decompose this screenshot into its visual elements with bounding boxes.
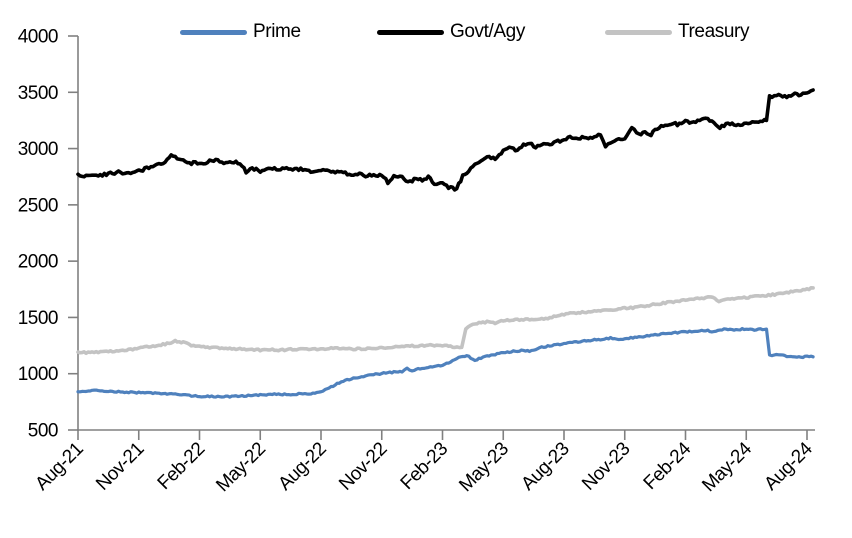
x-axis-tick-label: Nov-22 [335, 439, 391, 495]
legend-label-treasury: Treasury [678, 21, 750, 42]
prime-series-line [76, 326, 815, 399]
legend-item-prime: Prime [180, 22, 301, 42]
prime-line-swatch [180, 29, 247, 35]
y-axis-tick-label: 3500 [18, 83, 58, 104]
y-axis-tick-label: 2000 [18, 252, 58, 273]
x-axis-tick-label: Aug-23 [517, 439, 573, 495]
y-axis-tick-label: 1500 [18, 308, 58, 329]
y-axis-tick-label: 500 [28, 421, 58, 442]
govt-agy-line-swatch [377, 29, 444, 35]
x-axis-tick-label: Nov-21 [92, 439, 148, 495]
x-axis-tick-label: Feb-22 [154, 439, 209, 494]
y-axis-tick-label: 2500 [18, 195, 58, 216]
x-axis-tick-label: May-22 [212, 439, 270, 497]
x-axis-tick-label: Aug-21 [31, 439, 87, 495]
y-axis-tick-label: 1000 [18, 364, 58, 385]
x-axis-tick-label: Feb-23 [397, 439, 452, 494]
x-axis-tick-label: May-23 [455, 439, 513, 497]
legend-item-treasury: Treasury [605, 22, 749, 42]
x-axis-tick-label: Nov-23 [578, 439, 634, 495]
legend-item-govt-agy: Govt/Agy [377, 22, 525, 42]
y-axis-tick-label: 3000 [18, 139, 58, 160]
legend-label-govt-agy: Govt/Agy [450, 21, 525, 42]
treasury-line-swatch [605, 29, 672, 35]
y-axis-tick-label: 4000 [18, 27, 58, 48]
govt-agy-series-line [76, 88, 815, 192]
x-axis-tick-label: May-24 [698, 438, 756, 496]
legend-label-prime: Prime [253, 21, 301, 42]
x-axis-tick-label: Aug-24 [760, 438, 817, 495]
treasury-series-line [76, 285, 815, 356]
x-axis-tick-label: Feb-24 [640, 438, 696, 494]
x-axis-tick-label: Aug-22 [274, 439, 330, 495]
